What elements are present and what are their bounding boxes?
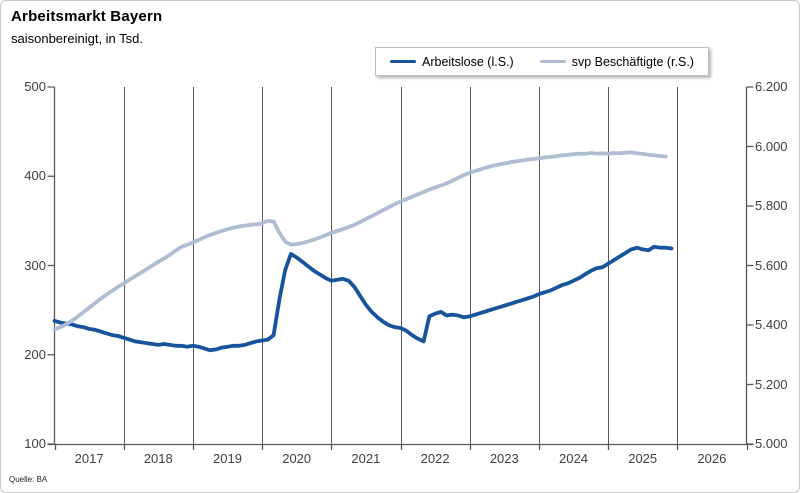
- right-axis-tick: 5.600: [755, 257, 788, 273]
- arbeitslose-line-swatch: [390, 59, 416, 64]
- chart-subtitle: saisonbereinigt, in Tsd.: [11, 31, 144, 46]
- legend-label: svp Beschäftigte (r.S.): [571, 54, 694, 69]
- beschaeftigte-line-swatch: [539, 59, 566, 64]
- left-axis-tick: 200: [24, 346, 46, 362]
- x-axis-tick: 2023: [489, 451, 519, 466]
- x-axis-tick: 2024: [559, 451, 588, 466]
- left-axis-tick: 500: [24, 79, 46, 94]
- left-axis-tick: 400: [24, 168, 46, 184]
- right-axis-tick: 6.200: [755, 79, 788, 94]
- left-axis-tick: 300: [24, 257, 46, 273]
- chart-title: Arbeitsmarkt Bayern: [11, 8, 163, 25]
- x-axis-tick: 2025: [628, 451, 658, 466]
- x-axis-tick: 2020: [282, 451, 312, 466]
- right-axis-tick: 5.800: [755, 198, 788, 213]
- right-axis-tick: 6.000: [755, 138, 788, 154]
- x-axis-tick: 2019: [213, 451, 242, 466]
- x-axis-tick: 2026: [697, 451, 727, 466]
- x-axis-tick: 2021: [351, 451, 381, 466]
- legend-label: Arbeitslose (l.S.): [422, 54, 514, 69]
- x-axis-tick: 2022: [420, 451, 450, 466]
- source-note: Quelle: BA: [9, 475, 48, 484]
- right-axis-tick: 5.000: [755, 436, 788, 451]
- right-axis-tick: 5.200: [755, 376, 788, 392]
- right-axis-tick: 5.400: [755, 317, 788, 332]
- legend: Arbeitslose (l.S.) svp Beschäftigte (r.S…: [375, 47, 709, 76]
- legend-entry-arbeitslose: Arbeitslose (l.S.): [390, 55, 514, 69]
- legend-entry-beschaeftigte: svp Beschäftigte (r.S.): [539, 54, 694, 69]
- x-axis-tick: 2018: [143, 451, 173, 466]
- x-axis-tick: 2017: [74, 451, 104, 466]
- left-axis-tick: 100: [24, 436, 46, 451]
